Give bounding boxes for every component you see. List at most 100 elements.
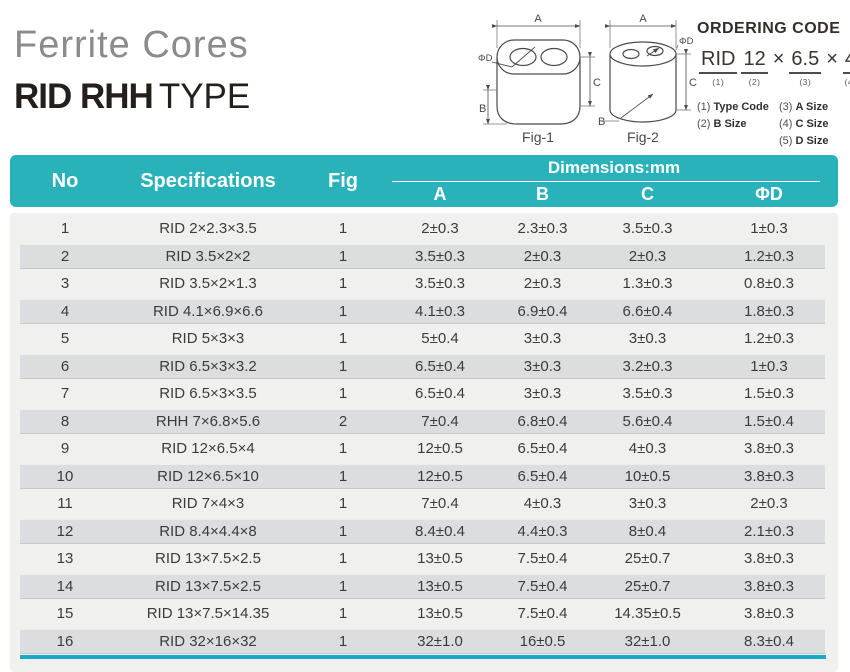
cell-dim-phid: 1.8±0.3	[744, 302, 794, 320]
cell-dim-b: 4.4±0.3	[517, 522, 568, 540]
cell-specification: RID 3.5×2×2	[165, 247, 251, 265]
cell-no: 16	[56, 632, 74, 650]
cell-no: 3	[60, 275, 70, 293]
table-row: 9 RID 12×6.5×4 1 12±0.5 6.5±0.4 4±0.3 3.…	[10, 435, 838, 463]
cell-no: 9	[60, 440, 70, 458]
ordering-code-text: RID	[699, 47, 738, 74]
cell-fig: 1	[338, 440, 348, 458]
ordering-code-part: ×	[824, 47, 840, 75]
cell-dim-b: 6.9±0.4	[517, 302, 568, 320]
fig2-dim-a-lines	[604, 20, 677, 48]
table-row: 12 RID 8.4×4.4×8 1 8.4±0.4 4.4±0.3 8±0.4…	[10, 518, 838, 546]
cell-dim-b: 7.5±0.4	[517, 550, 568, 568]
cell-dim-phid: 8.3±0.4	[744, 632, 794, 650]
cell-dim-phid: 1.2±0.3	[744, 247, 794, 265]
cell-dim-phid: 0.8±0.3	[744, 275, 794, 293]
cell-specification: RID 13×7.5×14.35	[146, 605, 270, 623]
title-block: Ferrite Cores RID RHH TYPE	[14, 24, 250, 117]
cell-dim-c: 3±0.3	[628, 495, 667, 513]
cell-dim-a: 32±1.0	[417, 632, 463, 650]
cell-dim-phid: 1±0.3	[750, 357, 788, 375]
cell-dim-b: 16±0.5	[519, 632, 566, 650]
cell-specification: RID 7×4×3	[171, 495, 245, 513]
cell-dim-b: 7.5±0.4	[517, 605, 568, 623]
dimensions-group-label: Dimensions:mm	[547, 158, 681, 177]
cell-specification: RID 32×16×32	[159, 632, 257, 650]
cell-fig: 1	[338, 577, 348, 595]
cell-fig: 1	[338, 247, 348, 265]
fig1-drawing: A ΦD C B Fig-1	[477, 4, 601, 151]
fig1-dim-b-label: B	[479, 103, 486, 115]
cell-dim-b: 6.5±0.4	[517, 467, 568, 485]
table-row: 13 RID 13×7.5×2.5 1 13±0.5 7.5±0.4 25±0.…	[10, 545, 838, 573]
cell-dim-c: 3.5±0.3	[622, 220, 673, 238]
fig2-core-body	[609, 41, 677, 123]
fig1-dim-a-lines	[491, 20, 581, 48]
column-header-fig: Fig	[328, 169, 358, 192]
legend-number: (2)	[697, 118, 711, 130]
ordering-code-part: 6.5 (3)	[789, 47, 822, 87]
cell-dim-b: 7.5±0.4	[517, 577, 568, 595]
cell-no: 11	[57, 495, 73, 513]
ordering-code-part: 12 (2)	[741, 47, 768, 87]
cell-dim-phid: 1.5±0.4	[744, 412, 794, 430]
cell-no: 8	[60, 412, 70, 430]
cell-specification: RID 3.5×2×1.3	[159, 275, 257, 293]
legend-column-right: (3) A Size (4) C Size (5) D Size	[779, 99, 828, 150]
cell-fig: 1	[338, 275, 348, 293]
ordering-code-number: (2)	[748, 77, 761, 87]
cell-no: 12	[56, 522, 74, 540]
cell-dim-c: 25±0.7	[624, 550, 671, 568]
fig2-dim-c-lines	[675, 44, 691, 111]
fig1-dim-c-lines	[580, 51, 595, 107]
column-header-specifications: Specifications	[140, 169, 276, 192]
cell-dim-phid: 1±0.3	[750, 220, 788, 238]
ordering-code-part: RID (1)	[699, 47, 738, 87]
cell-dim-phid: 3.8±0.3	[744, 550, 794, 568]
legend-label: C Size	[795, 118, 829, 130]
fig2-hole-arrow	[646, 47, 660, 57]
cell-dim-c: 5.6±0.4	[622, 412, 673, 430]
ordering-code-text: ×	[826, 48, 838, 70]
cell-dim-phid: 3.8±0.3	[744, 605, 794, 623]
cell-dim-c: 3.2±0.3	[622, 357, 673, 375]
cell-fig: 2	[338, 412, 348, 430]
cell-dim-c: 3.5±0.3	[622, 385, 673, 403]
cell-no: 10	[56, 467, 74, 485]
cell-fig: 1	[338, 495, 348, 513]
fig1-phid-leader	[491, 46, 536, 68]
column-header-phid: ΦD	[755, 184, 783, 204]
cell-specification: RID 12×6.5×4	[161, 440, 255, 458]
cell-dim-a: 4.1±0.3	[415, 302, 465, 320]
fig1-caption: Fig-1	[522, 129, 554, 145]
table-row: 16 RID 32×16×32 1 32±1.0 16±0.5 32±1.0 8…	[10, 628, 838, 656]
fig2-dim-c-label: C	[689, 77, 697, 89]
fig2-dim-a-label: A	[639, 13, 647, 25]
cell-fig: 1	[338, 220, 348, 238]
fig2-caption: Fig-2	[627, 129, 659, 145]
cell-no: 4	[60, 302, 70, 320]
cell-fig: 1	[338, 385, 348, 403]
table-row: 7 RID 6.5×3×3.5 1 6.5±0.4 3±0.3 3.5±0.3 …	[10, 380, 838, 408]
cell-specification: RID 13×7.5×2.5	[155, 577, 261, 595]
cell-dim-c: 10±0.5	[624, 467, 671, 485]
ordering-code-legend: (1) Type Code (2) B Size (3) A Size (4) C Si…	[697, 99, 847, 150]
subtitle-type-code: RID RHH	[14, 77, 154, 116]
cell-dim-c: 25±0.7	[624, 577, 671, 595]
legend-number: (1)	[697, 101, 711, 113]
cell-no: 15	[56, 605, 74, 623]
cell-dim-c: 1.3±0.3	[622, 275, 673, 293]
table-row: 4 RID 4.1×6.9×6.6 1 4.1±0.3 6.9±0.4 6.6±…	[10, 298, 838, 326]
cell-specification: RID 6.5×3×3.5	[159, 385, 257, 403]
cell-fig: 1	[338, 605, 348, 623]
fig2-dim-b-label: B	[598, 116, 605, 128]
cell-fig: 1	[338, 357, 348, 375]
legend-label: B Size	[713, 118, 747, 130]
legend-label: A Size	[795, 101, 829, 113]
cell-dim-a: 3.5±0.3	[415, 247, 465, 265]
legend-label: Type Code	[713, 101, 769, 113]
ordering-code-text: 6.5	[789, 47, 822, 74]
cell-specification: RID 13×7.5×2.5	[155, 550, 261, 568]
page-subtitle: RID RHH TYPE	[14, 77, 250, 117]
cell-dim-a: 13±0.5	[417, 550, 463, 568]
